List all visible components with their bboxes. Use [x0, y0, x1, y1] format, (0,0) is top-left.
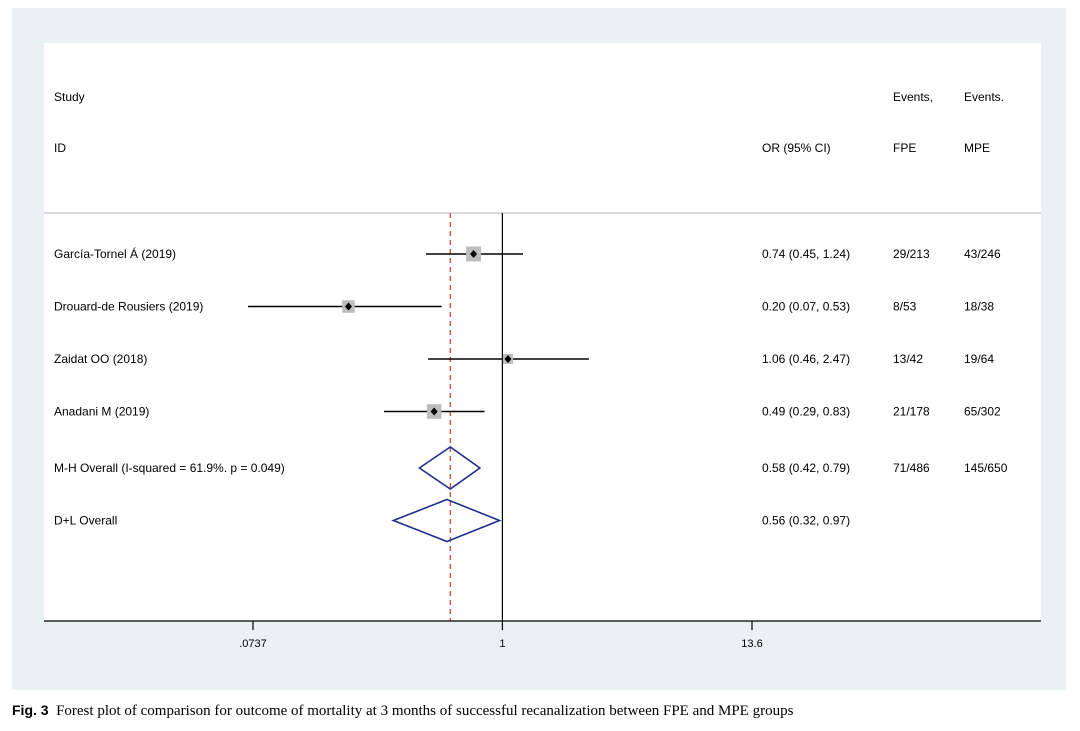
- overall-label: M-H Overall (I-squared = 61.9%. p = 0.04…: [54, 461, 285, 475]
- study-rows: García-Tornel Á (2019) 0.74 (0.45, 1.24) 2…: [54, 246, 1008, 543]
- overall-or-ci-value: 0.56 (0.32, 0.97): [762, 514, 850, 528]
- overall-or-ci-value: 0.58 (0.42, 0.79): [762, 461, 850, 475]
- overall-fpe-events: 71/486: [893, 461, 930, 475]
- header-events-mpe: Events.: [964, 90, 1004, 104]
- mpe-events: 19/64: [964, 352, 994, 366]
- mpe-events: 65/302: [964, 405, 1001, 419]
- x-tick-label: .0737: [239, 638, 267, 650]
- header-fpe: FPE: [893, 141, 916, 155]
- figure-caption: Fig. 3 Forest plot of comparison for out…: [12, 702, 1062, 720]
- mpe-events: 18/38: [964, 300, 994, 314]
- study-label: Drouard-de Rousiers (2019): [54, 300, 203, 314]
- header-id: ID: [54, 141, 66, 155]
- overall-label: D+L Overall: [54, 514, 117, 528]
- or-ci-value: 0.74 (0.45, 1.24): [762, 247, 850, 261]
- point-estimate: [430, 407, 438, 416]
- fpe-events: 13/42: [893, 352, 923, 366]
- header-mpe: MPE: [964, 141, 990, 155]
- point-estimate: [504, 355, 512, 363]
- fpe-events: 8/53: [893, 300, 917, 314]
- fpe-events: 21/178: [893, 405, 930, 419]
- header-study: Study: [54, 90, 85, 104]
- study-label: Anadani M (2019): [54, 405, 149, 419]
- figure-number: Fig. 3: [12, 702, 49, 718]
- overall-diamond: [418, 446, 482, 490]
- study-label: García-Tornel Á (2019): [54, 246, 176, 261]
- caption-text: Forest plot of comparison for outcome of…: [56, 703, 794, 719]
- header-events-fpe: Events,: [893, 90, 933, 104]
- point-estimate: [344, 302, 352, 311]
- mpe-events: 43/246: [964, 247, 1001, 261]
- fpe-events: 29/213: [893, 247, 930, 261]
- plot-area: [44, 43, 1041, 621]
- study-label: Zaidat OO (2018): [54, 352, 147, 366]
- or-ci-value: 0.49 (0.29, 0.83): [762, 405, 850, 419]
- x-axis-ticks: .0737 1 13.6: [239, 621, 763, 650]
- overall-diamond: [391, 498, 502, 543]
- overall-mpe-events: 145/650: [964, 461, 1008, 475]
- or-ci-value: 0.20 (0.07, 0.53): [762, 300, 850, 314]
- point-estimate: [470, 250, 478, 258]
- x-tick-label: 1: [499, 638, 505, 650]
- or-ci-value: 1.06 (0.46, 2.47): [762, 352, 850, 366]
- x-tick-label: 13.6: [741, 638, 762, 650]
- header-or: OR (95% CI): [762, 141, 831, 155]
